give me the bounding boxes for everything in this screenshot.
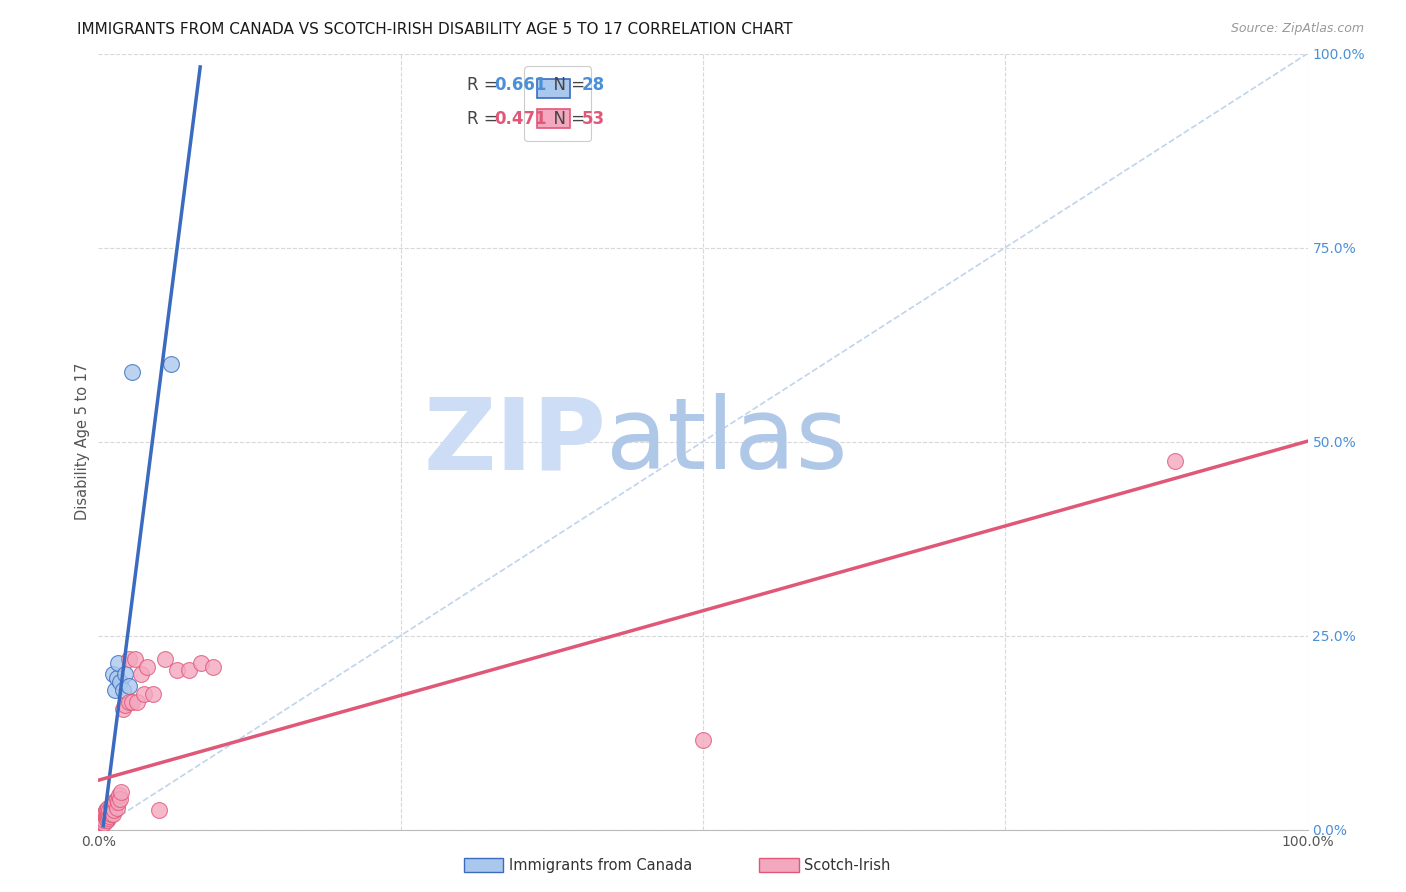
Text: 28: 28 bbox=[582, 76, 605, 94]
Text: N =: N = bbox=[543, 110, 591, 128]
Point bbox=[121, 365, 143, 379]
Point bbox=[96, 803, 118, 817]
Point bbox=[190, 656, 212, 670]
Point bbox=[202, 659, 225, 673]
Point bbox=[104, 682, 127, 697]
Point bbox=[148, 803, 170, 817]
Point bbox=[91, 814, 114, 828]
Point bbox=[97, 808, 120, 822]
Point bbox=[105, 791, 128, 805]
Point bbox=[114, 667, 136, 681]
Point bbox=[127, 694, 149, 708]
Point bbox=[1163, 454, 1185, 468]
Point bbox=[129, 667, 152, 681]
Point bbox=[100, 799, 122, 814]
Text: 53: 53 bbox=[582, 110, 605, 128]
Point bbox=[93, 814, 115, 828]
Point bbox=[93, 814, 115, 829]
Point bbox=[110, 785, 132, 799]
Point bbox=[97, 805, 120, 820]
Point bbox=[101, 807, 124, 822]
Point bbox=[101, 667, 124, 681]
Point bbox=[94, 814, 117, 828]
Point bbox=[91, 811, 114, 825]
Text: 0.471: 0.471 bbox=[494, 110, 547, 128]
Point bbox=[91, 814, 114, 829]
Point bbox=[94, 803, 117, 817]
Point bbox=[179, 664, 201, 678]
Legend: , : , bbox=[524, 66, 592, 141]
Point bbox=[107, 796, 129, 810]
Point bbox=[105, 801, 128, 815]
Point bbox=[107, 656, 129, 670]
Point bbox=[121, 694, 143, 708]
Point bbox=[98, 808, 121, 822]
Point bbox=[96, 803, 118, 817]
Point bbox=[100, 807, 122, 822]
Point bbox=[93, 808, 115, 822]
Point bbox=[104, 796, 127, 810]
Text: Scotch-Irish: Scotch-Irish bbox=[804, 858, 890, 872]
Point bbox=[93, 807, 115, 822]
Text: Immigrants from Canada: Immigrants from Canada bbox=[509, 858, 692, 872]
Point bbox=[98, 803, 121, 817]
Point bbox=[105, 671, 128, 685]
Text: N =: N = bbox=[543, 76, 591, 94]
Point bbox=[93, 816, 115, 830]
Point bbox=[100, 807, 122, 822]
Text: R =: R = bbox=[467, 110, 503, 128]
Text: 0.661: 0.661 bbox=[494, 76, 546, 94]
Point bbox=[97, 801, 120, 815]
Point bbox=[135, 659, 157, 673]
Point bbox=[114, 698, 136, 713]
Point bbox=[166, 664, 188, 678]
Point bbox=[90, 819, 112, 833]
Point bbox=[91, 808, 114, 822]
Point bbox=[100, 799, 122, 814]
Text: ZIP: ZIP bbox=[423, 393, 606, 490]
Point bbox=[97, 811, 120, 825]
Point bbox=[108, 788, 131, 802]
Point bbox=[118, 679, 141, 693]
Point bbox=[90, 819, 112, 833]
Y-axis label: Disability Age 5 to 17: Disability Age 5 to 17 bbox=[75, 363, 90, 520]
Point bbox=[160, 357, 183, 371]
Point bbox=[91, 814, 114, 828]
Text: atlas: atlas bbox=[606, 393, 848, 490]
Point bbox=[124, 652, 146, 666]
Point bbox=[142, 687, 165, 701]
Point bbox=[153, 652, 176, 666]
FancyBboxPatch shape bbox=[464, 858, 503, 872]
Text: IMMIGRANTS FROM CANADA VS SCOTCH-IRISH DISABILITY AGE 5 TO 17 CORRELATION CHART: IMMIGRANTS FROM CANADA VS SCOTCH-IRISH D… bbox=[77, 22, 793, 37]
Point bbox=[94, 811, 117, 825]
Text: R =: R = bbox=[467, 76, 503, 94]
Text: Source: ZipAtlas.com: Source: ZipAtlas.com bbox=[1230, 22, 1364, 36]
Point bbox=[91, 816, 114, 830]
Point bbox=[91, 816, 114, 830]
Point bbox=[101, 796, 124, 810]
Point bbox=[94, 808, 117, 822]
Point bbox=[111, 682, 134, 697]
Point bbox=[103, 803, 125, 817]
Point bbox=[98, 803, 121, 817]
Point bbox=[90, 814, 112, 829]
Point bbox=[118, 652, 141, 666]
Point bbox=[91, 814, 114, 829]
Point bbox=[692, 733, 714, 747]
Point bbox=[118, 694, 141, 708]
FancyBboxPatch shape bbox=[759, 858, 799, 872]
Point bbox=[96, 811, 118, 825]
Point bbox=[94, 807, 117, 822]
Point bbox=[100, 803, 122, 817]
Point bbox=[134, 687, 156, 701]
Point bbox=[108, 791, 131, 805]
Point bbox=[97, 807, 120, 822]
Point bbox=[108, 675, 131, 690]
Point bbox=[91, 811, 114, 825]
Point bbox=[100, 801, 122, 815]
Point bbox=[96, 808, 118, 822]
Point bbox=[111, 702, 134, 716]
Point bbox=[103, 803, 125, 817]
Point bbox=[96, 814, 118, 828]
